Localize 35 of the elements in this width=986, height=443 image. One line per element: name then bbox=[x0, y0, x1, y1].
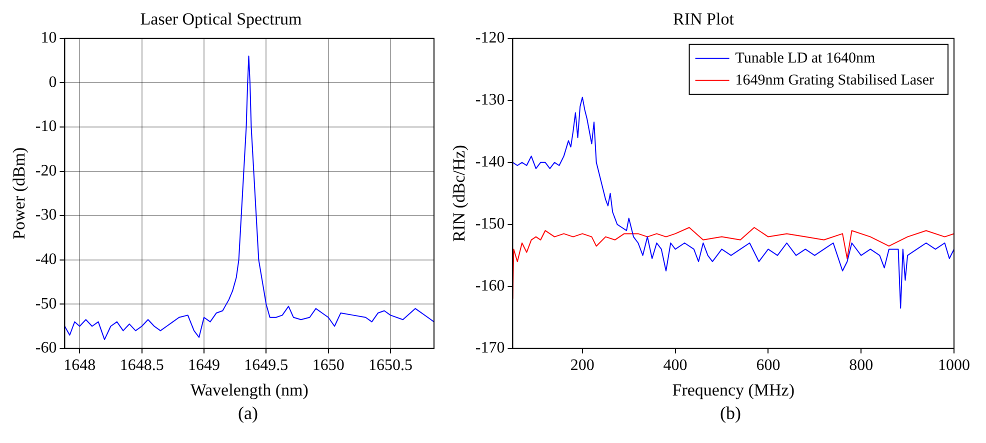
chart-title: RIN Plot bbox=[673, 10, 734, 29]
y-tick-label: -50 bbox=[35, 295, 57, 312]
y-tick-label: -60 bbox=[35, 340, 57, 357]
text: (b) bbox=[719, 403, 742, 424]
x-tick-label: 1648 bbox=[64, 357, 96, 374]
y-tick-label: -120 bbox=[475, 30, 505, 47]
y-tick-label: -130 bbox=[475, 92, 505, 109]
y-tick-label: -40 bbox=[35, 251, 57, 268]
y-tick-label: -10 bbox=[35, 118, 57, 136]
x-tick-label: 1649.5 bbox=[244, 357, 288, 374]
text: (a) bbox=[237, 403, 259, 424]
x-tick-label: 200 bbox=[570, 357, 594, 374]
y-tick-label: -30 bbox=[35, 206, 57, 224]
x-tick-label: 1650.5 bbox=[368, 357, 412, 374]
y-tick-label: 0 bbox=[48, 74, 57, 91]
chart-title: Laser Optical Spectrum bbox=[140, 10, 302, 29]
y-tick-label: -140 bbox=[475, 154, 505, 171]
x-tick-label: 1650 bbox=[312, 357, 344, 374]
legend-label: Tunable LD at 1640nm bbox=[735, 50, 876, 66]
x-tick-label: 1648.5 bbox=[120, 357, 164, 374]
y-tick-label: -20 bbox=[35, 162, 57, 180]
x-tick-label: 800 bbox=[849, 357, 874, 374]
y-tick-label: -150 bbox=[475, 216, 505, 233]
y-tick-label: 10 bbox=[40, 30, 57, 47]
x-tick-label: 400 bbox=[663, 357, 688, 374]
x-tick-label: 1000 bbox=[938, 357, 970, 374]
legend-label: 1649nm Grating Stabilised Laser bbox=[735, 72, 934, 88]
x-tick-label: 600 bbox=[756, 357, 780, 374]
x-axis-title: Frequency (MHz) bbox=[672, 380, 794, 400]
y-axis-title: Power (dBm) bbox=[10, 147, 29, 240]
y-tick-label: -170 bbox=[475, 340, 505, 357]
y-tick-label: -160 bbox=[475, 278, 505, 295]
x-tick-label: 1649 bbox=[188, 357, 220, 374]
x-axis-title: Wavelength (nm) bbox=[190, 380, 308, 400]
y-axis-title: RIN (dBc/Hz) bbox=[450, 145, 469, 242]
